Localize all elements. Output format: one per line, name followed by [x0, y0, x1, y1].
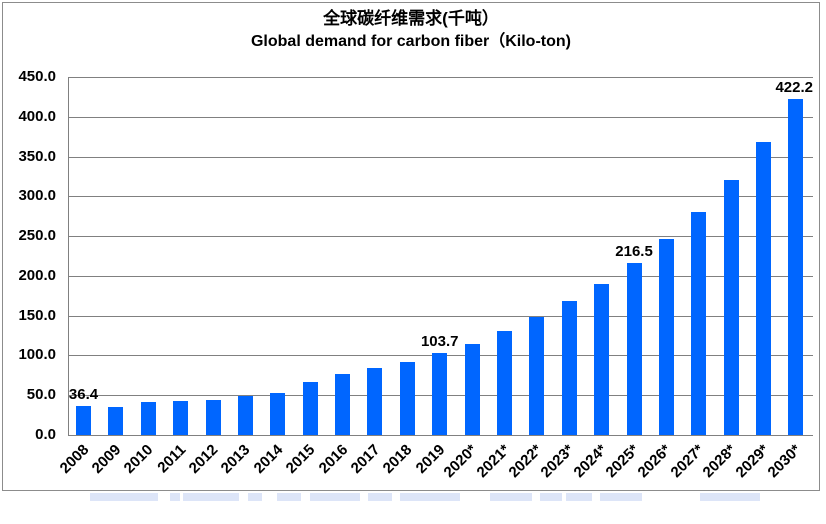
gridline	[69, 236, 813, 238]
bar-2030*	[788, 99, 804, 435]
y-tick-label: 0.0	[35, 426, 56, 443]
y-tick-label: 150.0	[18, 306, 56, 324]
carbon-fiber-demand-chart: { "title": { "line1": "全球碳纤维需求(千吨）", "li…	[0, 2, 822, 501]
bar-2016	[335, 374, 351, 435]
chart-title: 全球碳纤维需求(千吨） Global demand for carbon fib…	[0, 7, 822, 53]
y-tick-label: 250.0	[18, 227, 56, 245]
y-tick-label: 300.0	[18, 187, 56, 205]
bar-2023*	[561, 301, 577, 435]
watermark-fragment	[600, 493, 642, 501]
watermark-fragment	[566, 493, 592, 501]
bar-2020*	[464, 343, 480, 435]
watermark-fragment	[540, 493, 562, 501]
watermark-fragment	[170, 493, 180, 501]
data-label-2030*: 422.2	[775, 79, 813, 97]
y-tick-label: 100.0	[18, 346, 56, 364]
data-label-2019: 103.7	[420, 332, 459, 350]
y-tick-label: 400.0	[18, 107, 56, 125]
watermark-fragment	[90, 493, 158, 501]
bar-2014	[270, 393, 286, 435]
data-label-2008: 36.4	[68, 386, 99, 404]
gridline	[69, 315, 813, 317]
bar-2029*	[756, 142, 772, 435]
bar-2021*	[497, 330, 513, 435]
bar-2010	[140, 402, 156, 435]
bar-2009	[108, 407, 124, 435]
chart-title-chinese: 全球碳纤维需求(千吨）	[323, 9, 499, 28]
gridline	[69, 77, 813, 78]
watermark-fragment	[248, 493, 262, 501]
bar-2026*	[658, 239, 674, 435]
bar-2011	[173, 400, 189, 435]
watermark-fragment	[700, 493, 760, 501]
watermark-fragment	[277, 493, 301, 501]
watermark-fragment	[400, 493, 460, 501]
bar-2028*	[723, 179, 739, 435]
bar-2008	[76, 406, 91, 435]
gridline	[69, 196, 813, 198]
watermark-fragment	[490, 493, 532, 501]
x-axis-line	[68, 435, 813, 436]
watermark-fragment	[368, 493, 392, 501]
bar-2024*	[594, 283, 610, 435]
bar-2018	[399, 361, 415, 435]
gridline	[69, 156, 813, 158]
bar-2019	[432, 352, 448, 435]
watermark-fragment	[310, 493, 360, 501]
y-tick-label: 200.0	[18, 266, 56, 284]
bar-2027*	[691, 212, 707, 435]
bar-2025*	[626, 262, 642, 435]
watermark-fragment	[183, 493, 239, 501]
y-tick-label: 350.0	[18, 147, 56, 165]
bar-2022*	[529, 317, 545, 435]
data-label-2025*: 216.5	[615, 242, 653, 260]
y-tick-label: 450.0	[18, 68, 56, 85]
bar-2015	[302, 382, 318, 435]
y-tick-label: 50.0	[26, 386, 56, 404]
bar-2012	[205, 399, 221, 435]
bar-2017	[367, 368, 383, 435]
plot-area: 36.4 103.7 216.5 422.2	[68, 77, 813, 435]
bar-2013	[237, 396, 253, 435]
gridline	[69, 116, 813, 118]
gridline	[69, 275, 813, 277]
chart-title-english: Global demand for carbon fiber（Kilo-ton)	[250, 33, 571, 50]
